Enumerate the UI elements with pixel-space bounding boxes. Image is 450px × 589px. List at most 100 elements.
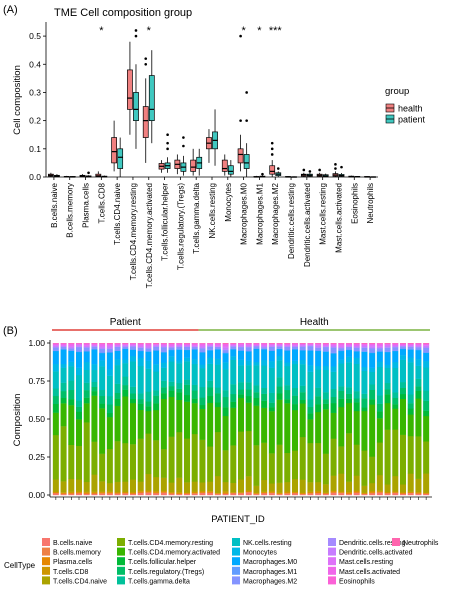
segment-Neutrophils [399,343,407,344]
segment-B.cells.memory [299,493,306,495]
segment-Neutrophils [369,343,376,344]
segment-T.cells.CD4.naive [307,482,314,492]
segment-B.cells.naive [83,493,90,496]
segment-B.cells.naive [245,492,252,496]
segment-Plasma.cells [261,492,268,494]
segment-Mast.cells.resting [415,344,422,346]
segment-Dendritic.cells.resting [415,346,422,348]
segment-Eosinophils [52,343,59,344]
segment-Eosinophils [99,343,106,344]
segment-Macrophages.M0 [261,349,268,361]
segment-B.cells.naive [384,493,391,496]
segment-T.cells.CD4.naive [261,479,268,492]
segment-T.cells.regulatory.(Tregs) [230,393,237,402]
segment-T.cells.regulatory.(Tregs) [322,399,329,404]
segment-T.cells.gamma.delta [145,391,152,402]
segment-Mast.cells.activated [199,343,206,346]
segment-T.cells.CD8 [291,491,299,493]
segment-T.cells.CD4.naive [222,481,229,492]
segment-T.cells.CD4.naive [276,482,283,493]
segment-B.cells.naive [91,493,98,496]
chart-a-x-tick-labels: B.cells.naive B.cells.memory Plasma.cells T… [50,182,375,288]
segment-Dendritic.cells.resting [75,346,83,348]
segment-B.cells.naive [330,492,337,496]
x-tick-label: T.cells.gamma.delta [192,182,201,253]
segment-T.cells.follicular.helper [129,398,137,404]
segment-Mast.cells.resting [199,345,206,347]
legend-label: NK.cells.resting [243,540,292,547]
segment-T.cells.regulatory.(Tregs) [299,392,306,401]
segment-B.cells.memory [423,493,430,495]
significance-mark: * [241,25,246,37]
segment-Neutrophils [322,343,329,344]
segment-T.cells.CD8 [99,491,106,493]
segment-Monocytes [276,355,283,361]
segment-Dendritic.cells.resting [338,347,345,349]
segment-Dendritic.cells.resting [245,346,252,348]
segment-T.cells.gamma.delta [384,382,391,390]
segment-T.cells.CD4.memory.resting [153,440,160,478]
segment-T.cells.follicular.helper [423,410,430,417]
segment-B.cells.memory [106,493,113,494]
segment-Plasma.cells [284,492,291,494]
segment-B.cells.naive [183,493,191,496]
segment-Mast.cells.resting [299,344,306,346]
segment-B.cells.naive [230,493,237,496]
segment-Monocytes [392,361,399,368]
segment-Mast.cells.activated [75,343,83,345]
segment-Plasma.cells [75,492,83,494]
segment-Plasma.cells [423,493,430,494]
segment-Dendritic.cells.activated [176,345,183,347]
segment-Monocytes [114,359,121,366]
segment-T.cells.regulatory.(Tregs) [99,395,106,404]
segment-Mast.cells.resting [330,344,337,347]
segment-T.cells.CD4.memory.activated [176,399,183,433]
segment-B.cells.naive [268,493,275,496]
segment-T.cells.CD4.memory.activated [392,408,399,430]
segment-T.cells.follicular.helper [230,401,237,408]
segment-Dendritic.cells.resting [392,346,399,348]
segment-Neutrophils [299,343,306,344]
segment-T.cells.CD4.memory.resting [129,444,137,480]
segment-Monocytes [291,360,299,365]
segment-Plasma.cells [160,491,167,493]
segment-Dendritic.cells.activated [322,345,329,347]
segment-Eosinophils [222,343,229,345]
segment-Monocytes [338,359,345,364]
segment-T.cells.CD4.naive [353,475,360,491]
segment-Macrophages.M0 [415,350,422,360]
sample-bar [330,343,337,496]
segment-Plasma.cells [237,492,245,494]
segment-Mast.cells.resting [183,344,191,346]
segment-Macrophages.M2 [60,346,67,350]
segment-T.cells.CD8 [315,490,322,493]
segment-T.cells.follicular.helper [145,406,152,412]
segment-B.cells.naive [276,494,283,496]
segment-T.cells.CD8 [168,491,175,493]
segment-B.cells.memory [222,493,229,495]
legend-label: Dendritic.cells.resting [339,540,406,547]
segment-Monocytes [369,367,376,373]
segment-T.cells.regulatory.(Tregs) [415,386,422,392]
segment-T.cells.CD4.memory.resting [191,433,198,482]
segment-Neutrophils [276,343,283,344]
sample-bar [361,343,368,496]
segment-Macrophages.M1 [129,349,137,350]
segment-T.cells.gamma.delta [207,380,214,388]
segment-Macrophages.M1 [60,349,67,350]
segment-T.cells.CD4.memory.activated [237,397,245,432]
segment-T.cells.regulatory.(Tregs) [353,398,360,403]
segment-Monocytes [207,357,214,364]
segment-Dendritic.cells.resting [153,346,160,347]
segment-T.cells.CD8 [407,491,414,493]
segment-Dendritic.cells.activated [137,346,144,348]
segment-Macrophages.M0 [183,349,191,358]
segment-Macrophages.M0 [361,351,368,368]
segment-Neutrophils [160,343,167,344]
segment-Macrophages.M2 [99,348,106,353]
segment-Monocytes [261,359,268,366]
box-outlier [318,168,321,172]
segment-Neutrophils [423,343,430,344]
segment-B.cells.naive [145,492,152,496]
segment-Eosinophils [407,343,414,345]
